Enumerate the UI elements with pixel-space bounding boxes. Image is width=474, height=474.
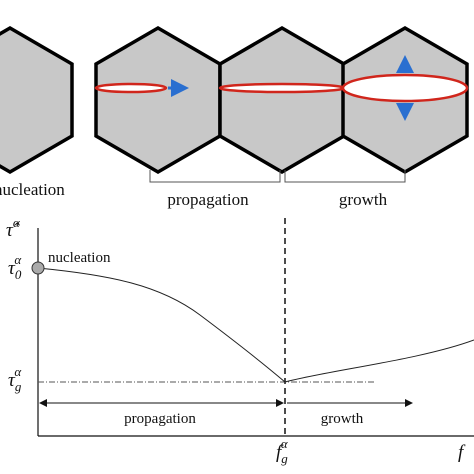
- crack: [218, 82, 346, 94]
- crack: [94, 82, 168, 94]
- symbol: τ: [8, 258, 16, 279]
- crack: [341, 73, 469, 103]
- annotation: nucleation: [48, 250, 111, 266]
- superscript: α: [14, 364, 22, 379]
- x-label: fgα: [276, 436, 289, 466]
- bracket: [149, 170, 281, 183]
- grain: [0, 25, 74, 175]
- bracket: [284, 170, 406, 183]
- y-axis-label: τ̂α: [6, 215, 21, 241]
- superscript: α: [14, 252, 22, 267]
- subscript: g: [281, 451, 288, 466]
- curve: [37, 267, 474, 383]
- superscript: α: [281, 436, 289, 451]
- annotation: growth: [321, 411, 364, 427]
- symbol: f: [458, 442, 466, 463]
- x-axis-label: f: [458, 442, 466, 463]
- nucleation-point: [31, 261, 45, 275]
- symbol: f: [276, 442, 284, 463]
- subscript: 0: [15, 267, 22, 282]
- y-label: τ0α: [8, 252, 22, 282]
- subscript: g: [15, 379, 22, 394]
- grain: [94, 25, 222, 175]
- symbol: τ: [8, 370, 16, 391]
- y-label: τgα: [8, 364, 22, 394]
- grain: [218, 25, 346, 175]
- stage-label: growth: [339, 190, 388, 209]
- stage-label: nucleation: [0, 180, 65, 199]
- superscript: α: [13, 215, 21, 230]
- stage-label: propagation: [167, 190, 249, 209]
- annotation: propagation: [124, 411, 196, 427]
- hexagons: [0, 25, 469, 175]
